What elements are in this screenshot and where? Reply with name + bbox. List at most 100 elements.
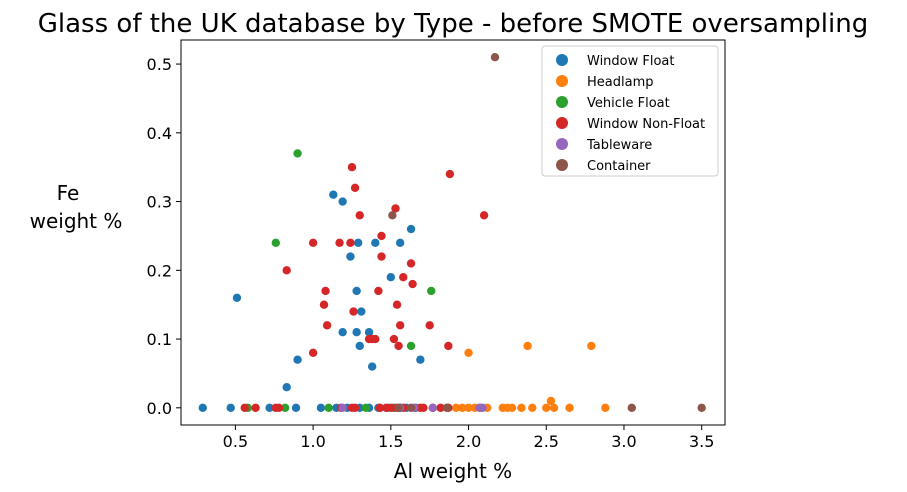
point-window-non-float xyxy=(308,348,318,358)
point-headlamp xyxy=(546,396,556,406)
x-tick-label: 1.5 xyxy=(378,432,403,451)
point-window-non-float xyxy=(240,403,249,413)
point-window-non-float xyxy=(479,211,489,220)
point-window-non-float xyxy=(395,321,405,330)
point-window-non-float xyxy=(445,169,455,179)
point-window-non-float xyxy=(282,266,291,275)
point-window-non-float xyxy=(346,238,355,248)
legend-marker-window-non-float xyxy=(556,117,568,129)
point-window-non-float xyxy=(444,341,453,351)
point-window-float xyxy=(282,382,291,392)
point-window-non-float xyxy=(406,259,416,268)
point-window-float xyxy=(357,307,366,316)
point-window-non-float xyxy=(389,334,399,344)
point-container xyxy=(697,403,706,413)
y-tick-label: 0.1 xyxy=(147,330,172,349)
point-tableware xyxy=(338,403,347,413)
x-axis-label: Al weight % xyxy=(394,459,512,483)
point-window-float xyxy=(352,327,361,337)
point-headlamp xyxy=(587,341,596,351)
point-window-non-float xyxy=(408,279,417,289)
x-tick-label: 3.5 xyxy=(689,432,714,451)
point-window-non-float xyxy=(308,238,318,248)
point-tableware xyxy=(428,403,437,413)
point-container xyxy=(406,403,416,413)
point-window-non-float xyxy=(355,211,364,220)
point-window-non-float xyxy=(436,403,445,413)
y-axis-label-line2: weight % xyxy=(30,209,123,233)
point-window-non-float xyxy=(377,252,386,261)
legend-label-window-non-float: Window Non-Float xyxy=(587,117,705,132)
point-window-non-float xyxy=(347,162,357,172)
legend-label-vehicle-float: Vehicle Float xyxy=(587,96,670,111)
point-vehicle-float xyxy=(280,403,290,413)
point-window-float xyxy=(293,355,302,364)
point-window-float xyxy=(316,403,326,413)
y-tick-label: 0.2 xyxy=(147,261,172,280)
point-headlamp xyxy=(601,403,610,413)
point-window-non-float xyxy=(371,334,380,344)
point-window-non-float xyxy=(375,403,385,413)
point-window-non-float xyxy=(394,341,403,351)
point-headlamp xyxy=(517,403,526,413)
x-tick-label: 2.5 xyxy=(534,432,559,451)
point-window-non-float xyxy=(392,300,402,309)
point-headlamp xyxy=(464,348,473,358)
point-vehicle-float xyxy=(406,341,416,351)
point-container xyxy=(442,403,451,413)
legend-marker-vehicle-float xyxy=(556,96,568,108)
point-window-float xyxy=(395,238,405,248)
point-headlamp xyxy=(458,403,467,413)
point-vehicle-float xyxy=(271,238,281,248)
legend-label-window-float: Window Float xyxy=(587,54,675,69)
point-window-non-float xyxy=(377,231,386,241)
legend-marker-window-float xyxy=(556,54,568,66)
point-window-float xyxy=(338,327,347,337)
y-tick-label: 0.5 xyxy=(147,55,172,74)
legend-marker-headlamp xyxy=(556,75,568,87)
point-headlamp xyxy=(464,403,473,413)
y-tick-label: 0.0 xyxy=(147,399,172,418)
y-axis-label-line1: Fe xyxy=(57,181,80,205)
legend-box xyxy=(541,45,719,177)
legend: Window Float Headlamp Vehicle Float Window … xyxy=(541,45,719,177)
point-window-float xyxy=(364,327,374,337)
point-headlamp xyxy=(549,403,559,413)
point-window-non-float xyxy=(419,403,428,413)
x-tick-label: 2.0 xyxy=(456,432,481,451)
point-window-float xyxy=(352,286,361,296)
point-window-float xyxy=(265,403,274,413)
point-headlamp xyxy=(542,403,551,413)
point-window-float xyxy=(355,341,364,351)
point-window-float xyxy=(406,224,416,234)
legend-label-tableware: Tableware xyxy=(586,138,652,153)
point-window-non-float xyxy=(350,403,360,413)
point-window-float xyxy=(346,252,355,261)
legend-marker-container xyxy=(556,159,568,171)
point-vehicle-float xyxy=(293,149,302,158)
point-window-non-float xyxy=(350,183,360,193)
point-vehicle-float xyxy=(361,403,371,413)
y-tick-label: 0.3 xyxy=(147,193,172,212)
point-window-float xyxy=(291,403,301,413)
point-window-float xyxy=(232,293,242,303)
point-tableware xyxy=(478,403,487,413)
point-window-non-float xyxy=(322,321,332,330)
point-window-float xyxy=(371,238,380,248)
point-window-float xyxy=(416,355,425,364)
point-window-float xyxy=(329,190,338,199)
point-window-non-float xyxy=(374,286,383,296)
x-tick-label: 0.5 xyxy=(223,432,248,451)
point-window-float xyxy=(198,403,207,413)
point-window-non-float xyxy=(391,204,400,213)
point-window-non-float xyxy=(335,238,344,248)
point-headlamp xyxy=(507,403,517,413)
x-tick-label: 3.0 xyxy=(611,432,636,451)
point-window-non-float xyxy=(319,300,329,309)
point-window-float xyxy=(338,197,347,206)
point-container xyxy=(490,52,500,62)
point-vehicle-float xyxy=(427,286,436,296)
chart-title: Glass of the UK database by Type - befor… xyxy=(38,9,869,39)
point-headlamp xyxy=(451,403,461,413)
